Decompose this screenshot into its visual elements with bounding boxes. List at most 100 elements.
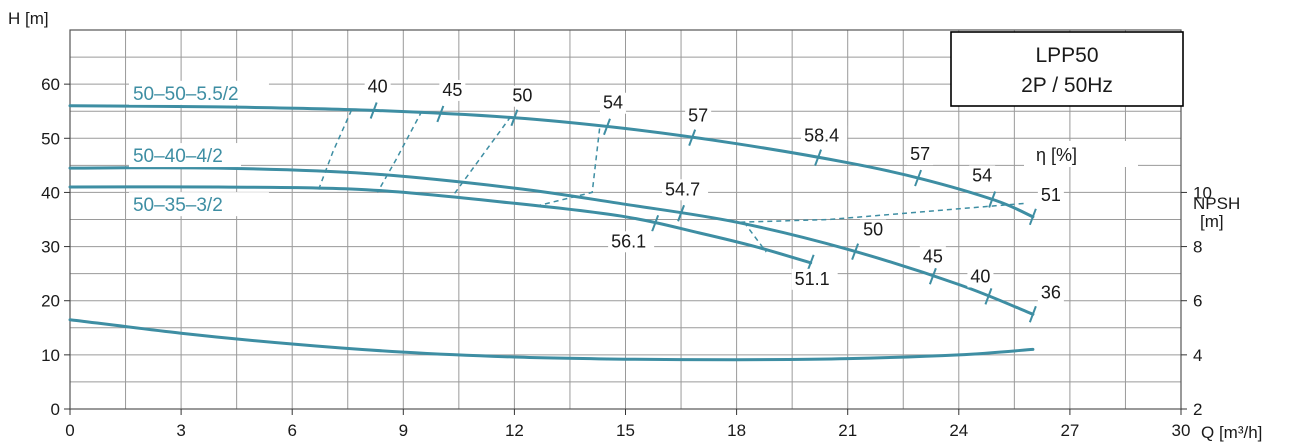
iso-efficiency-lines [317,109,1026,253]
efficiency-tick [988,191,997,208]
series-label-bg [128,80,269,105]
efficiency-tick [814,149,823,166]
efficiency-label: 56.1 [611,231,646,251]
hq-curve [68,185,813,265]
efficiency-tick [677,204,685,222]
iso-efficiency-line [740,202,1026,223]
efficiency-label-bg [919,246,946,268]
efficiency-tick [603,118,611,136]
x-tick-label: 21 [838,421,857,440]
efficiency-label: 45 [442,80,462,100]
hq-curve [68,104,1035,219]
x-tick-label: 18 [727,421,746,440]
efficiency-label-bg [685,105,712,127]
efficiency-label: 57 [910,144,930,164]
efficiency-label-bg [608,231,655,253]
efficiency-label-bg [1024,141,1138,167]
efficiency-label: 54 [972,165,992,185]
x-tick-label: 12 [505,421,524,440]
npsh-curve [68,318,1035,362]
curves-layer: 50–50–5.5/2 50–40–4/2 50–35–3/2 40 45 50 54 57 5… [68,76,1064,362]
y-axis-label: H [m] [8,9,49,28]
series-label-bg [128,143,241,168]
iso-efficiency-line [376,110,423,193]
title-box: LPP50 2P / 50Hz [950,31,1184,107]
efficiency-tick [851,243,860,260]
efficiency-label: 50 [863,220,883,240]
efficiency-tick [1028,208,1037,226]
efficiency-label: 54 [603,93,623,113]
efficiency-label: 36 [1041,282,1061,302]
efficiency-tick [510,109,519,127]
efficiency-label-bg [1037,184,1064,206]
efficiency-label-bg [801,125,848,147]
efficiency-label: 54.7 [665,179,700,199]
x-tick-label: 9 [399,421,408,440]
y-tick-label: 10 [41,346,60,365]
y-tick-label: 40 [41,183,60,202]
series-label-bg [128,192,269,217]
x-tick-label: 3 [176,421,185,440]
y-tick-label: 30 [41,238,60,257]
x-tick-label: 24 [949,421,968,440]
series-label: 50–40–4/2 [133,146,223,167]
efficiency-label-bg [907,144,934,166]
y-tick-label: 0 [51,400,60,419]
efficiency-label: 51.1 [795,269,830,289]
efficiency-axis-label: η [%] [1036,145,1077,165]
efficiency-label: 51 [1041,185,1061,205]
y-tick-label: 20 [41,292,60,311]
npsh-tick-label: 10 [1193,183,1212,202]
hq-curve [68,166,1035,316]
efficiency-tick [688,129,697,146]
chart-grid [69,29,1182,410]
svg-text:NPSH: NPSH [1193,194,1240,213]
x-tick-label: 6 [287,421,296,440]
efficiency-label-bg [791,268,838,290]
y-tick-label: 60 [41,75,60,94]
efficiency-tick [436,105,445,123]
efficiency-label-bg [662,179,709,201]
efficiency-label: 45 [923,246,943,266]
x-tick-label: 0 [65,421,74,440]
efficiency-tick [806,254,815,272]
svg-text:[m]: [m] [1200,212,1224,231]
efficiency-label: 58.4 [804,126,839,146]
npsh-axis-label: NPSH [m] [1193,194,1240,231]
efficiency-label: 57 [688,106,708,126]
efficiency-label-bg [509,85,536,107]
efficiency-tick [928,267,937,285]
x-axis-label: Q [m³/h] [1201,423,1262,442]
efficiency-tick [651,214,660,232]
npsh-tick-label: 8 [1193,238,1202,257]
efficiency-label-bg [1037,282,1064,304]
efficiency-label-bg [364,76,391,98]
efficiency-tick [369,102,378,119]
efficiency-label: 40 [368,77,388,97]
x-tick-label: 30 [1172,421,1191,440]
x-tick-label: 15 [616,421,635,440]
npsh-tick-label: 4 [1193,346,1202,365]
efficiency-label-bg [969,165,996,187]
iso-efficiency-line [450,116,512,199]
y-tick-label: 50 [41,129,60,148]
efficiency-tick [914,169,922,187]
series-label: 50–35–3/2 [133,195,223,216]
npsh-tick-label: 6 [1193,292,1202,311]
efficiency-tick [1028,305,1037,323]
iso-efficiency-line [743,221,767,253]
npsh-tick-label: 2 [1193,400,1202,419]
efficiency-label: 40 [970,266,990,286]
series-label: 50–50–5.5/2 [133,84,239,105]
efficiency-label-bg [967,266,994,288]
x-tick-label: 27 [1060,421,1079,440]
efficiency-label-bg [599,92,626,114]
efficiency-label-bg [860,219,887,241]
chart-title-line-1: LPP50 [1035,44,1098,67]
iso-efficiency-line [317,109,353,192]
chart-title-line-2: 2P / 50Hz [1021,74,1113,97]
efficiency-label-bg [439,79,466,101]
efficiency-tick [984,288,993,305]
